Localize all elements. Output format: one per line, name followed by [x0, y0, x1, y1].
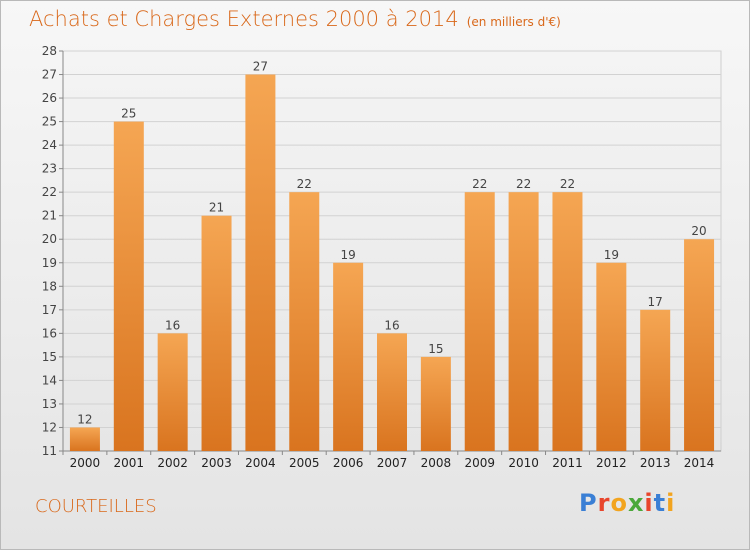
data-label: 22 [297, 177, 312, 191]
data-label: 27 [253, 60, 268, 74]
data-label: 25 [121, 107, 136, 121]
y-tick-label: 12 [42, 420, 57, 434]
x-tick-label: 2008 [421, 456, 452, 470]
bar [684, 239, 715, 451]
x-tick-label: 2011 [552, 456, 583, 470]
bar [420, 356, 451, 451]
y-tick-label: 26 [42, 91, 57, 105]
bar [289, 192, 320, 452]
bar [201, 215, 232, 451]
bar [596, 262, 627, 451]
data-label: 15 [428, 342, 443, 356]
bar [377, 333, 407, 451]
data-label: 19 [604, 248, 619, 262]
chart-title: Achats et Charges Externes 2000 à 2014 (e… [29, 7, 561, 31]
y-tick-label: 27 [42, 68, 57, 82]
logo-letter: i [644, 489, 654, 517]
y-tick-label: 11 [42, 444, 57, 458]
x-tick-label: 2005 [289, 456, 320, 470]
chart-title-text: Achats et Charges Externes 2000 à 2014 [29, 7, 459, 31]
x-tick-label: 2000 [70, 456, 101, 470]
bar [464, 192, 495, 452]
bar [333, 262, 364, 451]
bar [245, 74, 276, 451]
data-label: 22 [472, 177, 487, 191]
y-tick-label: 20 [42, 232, 57, 246]
x-tick-label: 2004 [245, 456, 276, 470]
data-label: 16 [384, 318, 399, 332]
data-label: 12 [77, 412, 92, 426]
x-tick-label: 2010 [508, 456, 539, 470]
y-tick-label: 18 [42, 279, 57, 293]
y-tick-label: 14 [42, 373, 57, 387]
y-tick-label: 21 [42, 209, 57, 223]
chart-subtitle: (en milliers d'€) [466, 15, 561, 29]
logo-letter: i [666, 489, 676, 517]
y-tick-label: 16 [42, 326, 57, 340]
data-label: 22 [516, 177, 531, 191]
data-label: 21 [209, 201, 224, 215]
x-tick-label: 2009 [464, 456, 495, 470]
x-tick-label: 2003 [201, 456, 232, 470]
bar [508, 192, 539, 452]
y-tick-label: 25 [42, 115, 57, 129]
logo-letter: x [627, 489, 645, 517]
x-tick-label: 2014 [684, 456, 715, 470]
y-tick-label: 22 [42, 185, 57, 199]
y-tick-label: 15 [42, 350, 57, 364]
logo-letter: o [610, 489, 628, 517]
bar [157, 333, 188, 451]
city-name: COURTEILLES [35, 496, 157, 517]
logo-letter: r [597, 489, 611, 517]
x-tick-label: 2002 [157, 456, 188, 470]
y-tick-label: 24 [42, 138, 57, 152]
proxiti-logo[interactable]: Proxiti [579, 489, 675, 517]
bar [69, 427, 100, 451]
y-tick-label: 17 [42, 303, 57, 317]
y-tick-label: 19 [42, 256, 57, 270]
y-tick-label: 28 [42, 44, 57, 58]
bar [552, 192, 583, 452]
bar [640, 309, 671, 451]
data-label: 22 [560, 177, 575, 191]
y-tick-label: 23 [42, 162, 57, 176]
x-tick-label: 2013 [640, 456, 671, 470]
x-tick-label: 2012 [596, 456, 627, 470]
logo-letter: t [653, 489, 667, 517]
data-label: 17 [648, 295, 663, 309]
bar [113, 121, 144, 452]
data-label: 19 [340, 248, 355, 262]
x-tick-label: 2007 [377, 456, 408, 470]
data-label: 16 [165, 318, 180, 332]
x-tick-label: 2001 [114, 456, 145, 470]
data-label: 20 [691, 224, 706, 238]
logo-letter: P [579, 489, 598, 517]
y-tick-label: 13 [42, 397, 57, 411]
x-tick-label: 2006 [333, 456, 364, 470]
